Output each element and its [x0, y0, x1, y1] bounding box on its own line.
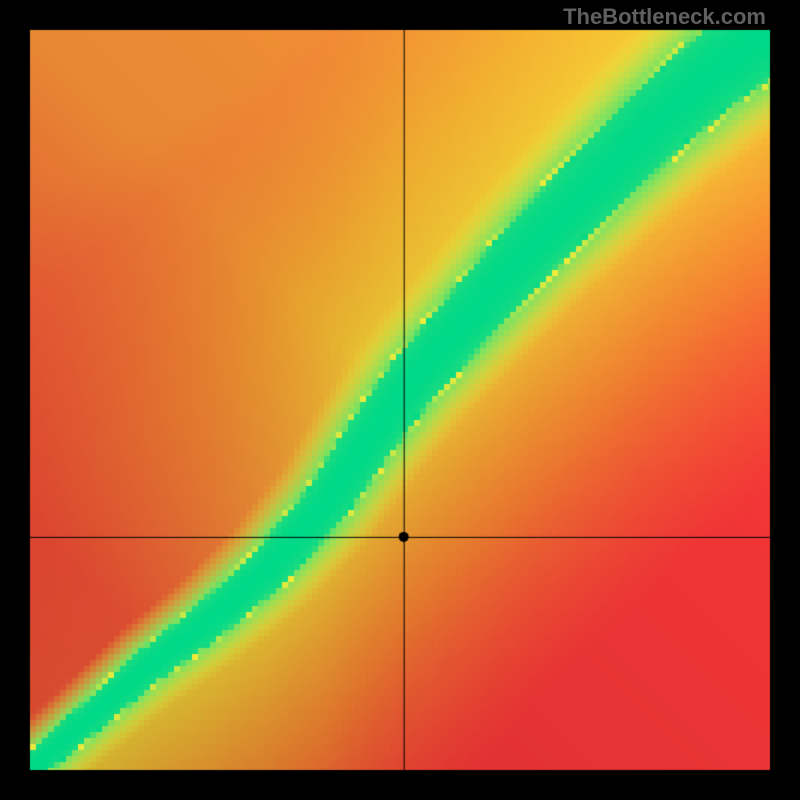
heatmap-canvas: [0, 0, 800, 800]
chart-container: TheBottleneck.com: [0, 0, 800, 800]
watermark-text: TheBottleneck.com: [563, 4, 766, 30]
